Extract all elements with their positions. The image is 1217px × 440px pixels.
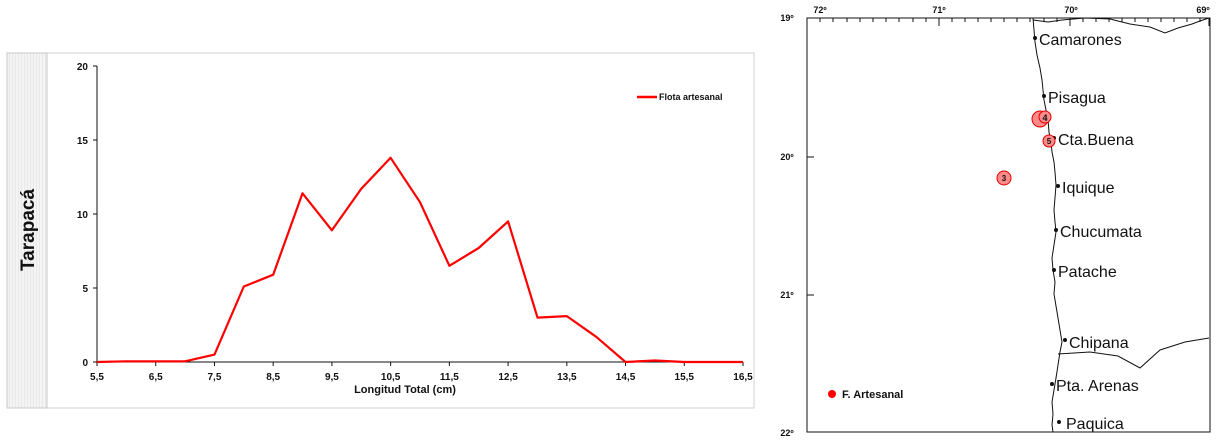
x-tick-label: 8,5	[266, 372, 280, 383]
x-tick-label: 5,5	[90, 372, 104, 383]
x-tick-label: 13,5	[557, 372, 577, 383]
y-tick-label: 5	[82, 284, 88, 295]
map-place-label: Paquica	[1066, 416, 1124, 433]
map-border-north	[1032, 17, 1210, 34]
chart-series	[96, 156, 743, 364]
map-lon-label-69: 69º	[1196, 5, 1210, 15]
x-tick-label: 6,5	[149, 372, 163, 383]
map-place-cta-buena: Cta.Buena	[1052, 132, 1134, 149]
map-marker-label: 5	[1047, 137, 1052, 146]
row-label: Tarapacá	[18, 189, 39, 271]
map-lon-label-72: 72º	[813, 5, 827, 15]
map-lat-label-21: 21º	[780, 290, 794, 300]
y-tick-label: 10	[77, 210, 89, 221]
row-label-strip	[6, 52, 48, 409]
map-lon-label-71: 71º	[932, 5, 946, 15]
map-lon-label-70: 70º	[1064, 5, 1078, 15]
map-place-paquica: Paquica	[1057, 416, 1124, 433]
x-tick-label: 12,5	[498, 372, 518, 383]
map-marker-5: 5	[1042, 134, 1056, 148]
map-lat-label-22: 22º	[780, 428, 794, 438]
y-tick-label: 20	[77, 62, 89, 73]
map-place-label: Chipana	[1069, 335, 1129, 352]
map-place-iquique: Iquique	[1056, 180, 1115, 197]
map-place-camarones: Camarones	[1033, 32, 1122, 49]
chart-outer-frame	[6, 52, 755, 409]
chart-ticks: 5,5 6,5 7,5 8,5 9,5 10,5 11,5 12,5 13,5 14,5 15,5 1…	[77, 62, 753, 383]
map-place-chipana: Chipana	[1063, 335, 1129, 352]
map-lat-label-20: 20º	[780, 152, 794, 162]
x-tick-label: 10,5	[381, 372, 401, 383]
map-place-label: Camarones	[1039, 32, 1122, 49]
x-tick-label: 7,5	[208, 372, 222, 383]
map-legend-dot	[828, 390, 836, 398]
map-marker-3: 3	[996, 170, 1012, 186]
x-tick-label: 15,5	[675, 372, 695, 383]
series-line-flota-artesanal	[96, 156, 743, 364]
map-place-pta-arenas: Pta. Arenas	[1050, 378, 1139, 395]
map-legend-label: F. Artesanal	[842, 389, 903, 401]
map-place-pisagua: Pisagua	[1042, 90, 1106, 107]
map-left-ticks	[807, 17, 814, 433]
x-axis-label: Longitud Total (cm)	[354, 384, 456, 396]
map-marker-4: 4	[1031, 110, 1052, 128]
map-marker-label: 4	[1042, 113, 1047, 123]
map-place-label: Cta.Buena	[1058, 132, 1134, 149]
map-frame	[806, 17, 1211, 433]
chart-legend: Flota artesanal	[637, 92, 723, 102]
map-place-patache: Patache	[1052, 264, 1117, 281]
x-tick-label: 14,5	[616, 372, 636, 383]
x-tick-label: 11,5	[440, 372, 459, 383]
map-marker-label: 3	[1002, 174, 1007, 183]
map-place-label: Patache	[1058, 264, 1117, 281]
map-coastline	[1032, 17, 1063, 433]
map-place-label: Pisagua	[1048, 90, 1106, 107]
map-place-label: Iquique	[1062, 180, 1115, 197]
x-tick-label: 9,5	[325, 372, 339, 383]
map-place-chucumata: Chucumata	[1054, 224, 1142, 241]
y-tick-label: 0	[82, 358, 88, 369]
map-border-south	[1057, 337, 1210, 369]
map-place-label: Chucumata	[1060, 224, 1142, 241]
y-tick-label: 15	[77, 136, 89, 147]
map-lat-label-19: 19º	[780, 13, 794, 23]
legend-label-flota-artesanal: Flota artesanal	[659, 92, 723, 102]
map-legend: F. Artesanal	[828, 389, 903, 401]
x-tick-label: 16,5	[733, 372, 753, 383]
map-place-label: Pta. Arenas	[1056, 378, 1139, 395]
